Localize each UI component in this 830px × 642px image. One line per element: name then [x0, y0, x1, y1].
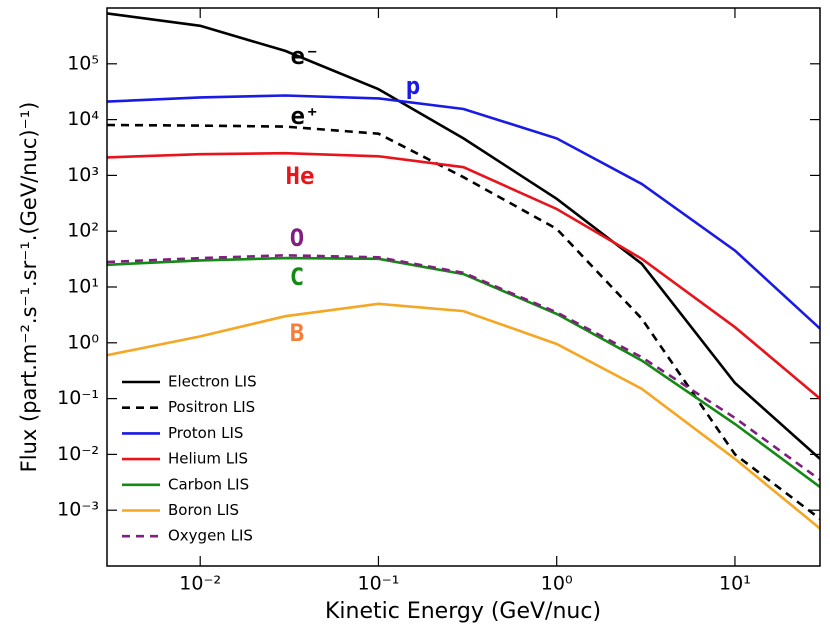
- y-tick-label: 10⁵: [67, 52, 99, 74]
- x-tick-label: 10¹: [719, 573, 751, 595]
- series-line: [107, 94, 820, 330]
- annotation: e⁻: [291, 42, 320, 70]
- x-tick-label: 10⁰: [541, 573, 573, 595]
- y-tick-label: 10⁻³: [57, 499, 99, 521]
- x-axis-label: Kinetic Energy (GeV/nuc): [325, 599, 601, 624]
- legend-label: Proton LIS: [168, 424, 243, 442]
- series-line: [107, 151, 820, 400]
- series-line: [107, 253, 820, 481]
- y-axis-label: Flux (part.m⁻².s⁻¹.sr⁻¹.(GeV/nuc)⁻¹): [17, 102, 41, 473]
- legend-label: Boron LIS: [168, 501, 239, 519]
- annotation: p: [406, 72, 420, 100]
- y-tick-label: 10⁻²: [57, 443, 99, 465]
- annotation: O: [290, 224, 304, 252]
- y-tick-label: 10¹: [67, 276, 99, 298]
- y-tick-label: 10⁴: [67, 108, 99, 130]
- plot-area: [107, 12, 820, 530]
- series-line: [107, 123, 820, 520]
- legend-label: Electron LIS: [168, 373, 257, 391]
- legend-label: Oxygen LIS: [168, 527, 253, 545]
- legend-label: Helium LIS: [168, 450, 248, 468]
- series-line: [107, 302, 820, 530]
- annotation: He: [286, 162, 315, 190]
- y-tick-label: 10⁻¹: [57, 387, 99, 409]
- legend-label: Carbon LIS: [168, 475, 249, 493]
- annotation: e⁺: [291, 102, 320, 130]
- legend-label: Positron LIS: [168, 398, 255, 416]
- plot-frame: [106, 7, 821, 567]
- series-line: [107, 12, 820, 460]
- y-tick-label: 10³: [67, 164, 99, 186]
- x-tick-label: 10⁻¹: [358, 573, 400, 595]
- series-line: [107, 256, 820, 489]
- y-tick-label: 10²: [67, 220, 99, 242]
- annotation: B: [290, 319, 304, 347]
- y-tick-label: 10⁰: [67, 331, 99, 353]
- annotation: C: [290, 263, 304, 291]
- x-tick-label: 10⁻²: [179, 573, 221, 595]
